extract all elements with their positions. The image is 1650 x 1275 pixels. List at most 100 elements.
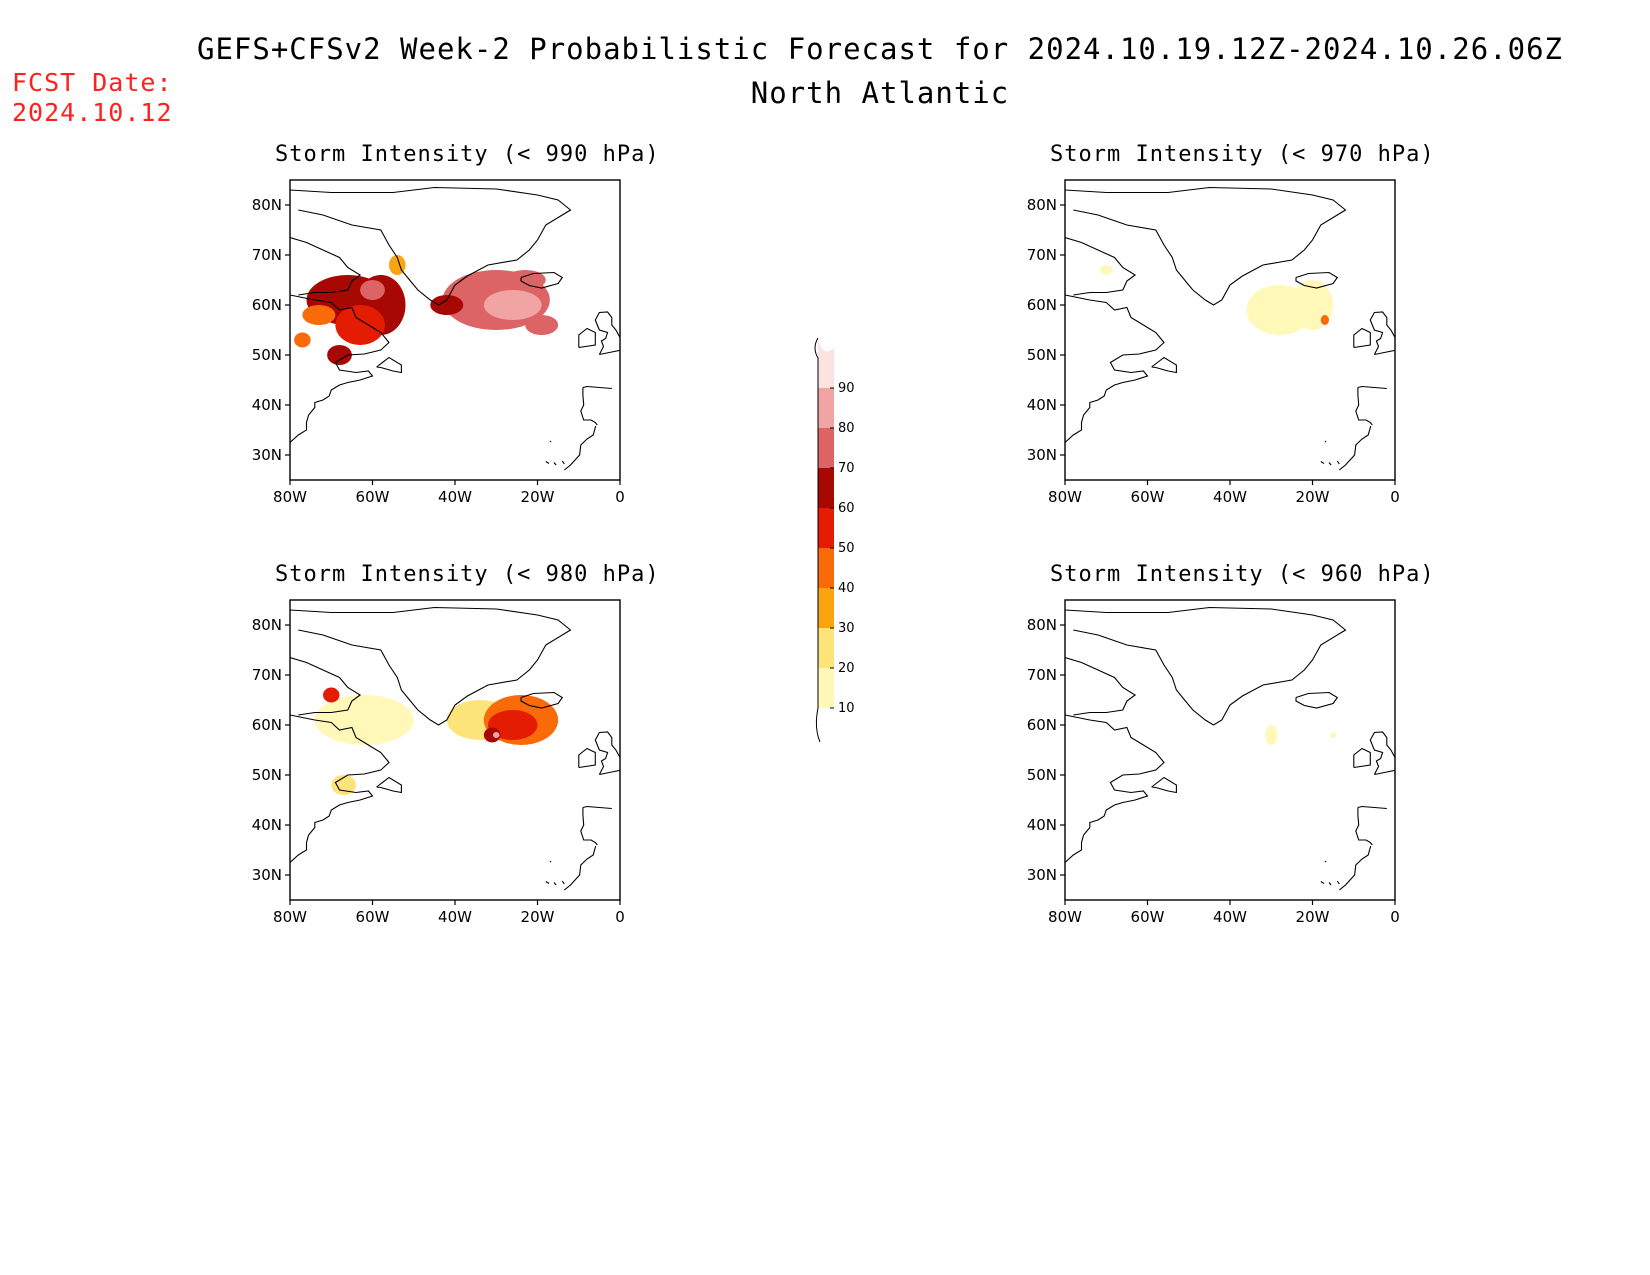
coastline [545,461,550,464]
colorbar-label: 20 [838,661,855,676]
lat-tick-label: 40N [1027,816,1057,834]
lat-tick-label: 30N [252,866,282,884]
lon-tick-label: 20W [1296,488,1330,506]
coastline [1415,720,1424,735]
probability-region [1330,732,1337,738]
coastline [1369,311,1395,356]
coastline [1065,656,1137,716]
map-panel-990: Storm Intensity (< 990 hPa) 80N 70N 60N 50N… [235,142,659,522]
map-frame [1064,179,1396,481]
probability-region [302,305,336,325]
lat-tick-label: 60N [252,296,282,314]
probability-region [331,775,356,795]
probability-region [1265,725,1278,745]
forecast-date-value: 2024.10.12 [12,98,173,127]
lat-tick-label: 70N [252,246,282,264]
coastline [553,462,557,466]
colorbar-swatch [818,388,834,428]
coastline [348,513,350,514]
coastline [578,327,596,349]
map-frame [1064,599,1396,901]
map-980: 80N 70N 60N 50N 40N 30N 80W 60W 40W 20W 0 [252,599,625,926]
forecast-date-label: FCST Date: [12,68,173,97]
coastline [1065,714,1165,863]
coastline [1324,860,1327,863]
colorbar-label: 30 [838,621,855,636]
lat-tick-label: 80N [252,196,282,214]
coastline [1336,880,1340,885]
coastline [1357,805,1387,810]
coastline [1151,356,1177,374]
lat-tick-label: 60N [252,716,282,734]
coastline [549,860,552,863]
coastline-layer [1065,186,1424,514]
colorbar-swatch [818,668,834,708]
map-frame [289,599,621,901]
coastline [640,720,649,735]
map-panel-980: Storm Intensity (< 980 hPa) 80N 70N 60N 50N… [235,562,659,942]
lon-tick-label: 80W [1048,488,1082,506]
coastline [1355,387,1373,426]
lon-tick-label: 0 [1390,488,1400,506]
coastline [1338,425,1372,471]
lat-tick-label: 30N [1027,446,1057,464]
coastline [290,236,362,296]
lat-tick-label: 50N [252,346,282,364]
coastline [1065,294,1165,443]
coastline [1123,933,1125,934]
panel-title-960: Storm Intensity (< 960 hPa) [1050,562,1435,587]
probability-region [327,345,352,365]
lat-tick-label: 80N [252,616,282,634]
lat-tick-label: 70N [1027,666,1057,684]
colorbar-swatch [818,468,834,508]
coastline [376,356,402,374]
map-970: 80N 70N 60N 50N 40N 30N 80W 60W 40W 20W 0 [1027,179,1400,506]
lon-tick-label: 20W [1296,908,1330,926]
probability-region [504,270,546,290]
probability-region [430,295,464,315]
coastline-layer [290,186,620,514]
lat-tick-label: 30N [252,446,282,464]
lon-tick-label: 0 [615,908,625,926]
probability-region [294,332,311,348]
probability-region [314,695,414,745]
coastline [1295,271,1339,289]
colorbar-swatch [818,428,834,468]
colorbar-swatch [818,508,834,548]
coastline-layer [290,606,649,934]
probability-field [1100,265,1334,335]
probability-field [1265,725,1337,745]
lat-tick-label: 70N [252,666,282,684]
panel-title-970: Storm Intensity (< 970 hPa) [1050,142,1435,167]
coastline [1338,845,1372,891]
coastline [290,714,390,863]
coastline [594,311,620,356]
coastline [582,385,612,390]
probability-region [525,315,559,335]
coastline [580,387,598,426]
coastline [1320,881,1325,884]
colorbar-swatch [818,628,834,668]
coastline [1151,776,1177,794]
coastline [1123,513,1125,514]
lon-tick-label: 40W [1213,488,1247,506]
lat-tick-label: 50N [1027,766,1057,784]
probability-region [1320,315,1329,325]
lat-tick-label: 60N [1027,296,1057,314]
probability-region [483,727,501,743]
coastline [594,731,620,776]
coastline [545,881,550,884]
coastline [1336,460,1340,465]
coastline [1295,691,1339,709]
coastline [1328,882,1332,886]
lat-tick-label: 40N [252,816,282,834]
coastline [348,933,350,934]
coastline [1369,731,1395,776]
lon-tick-label: 60W [1131,488,1165,506]
coastline [1415,300,1424,315]
lon-tick-label: 80W [273,908,307,926]
coastline [1355,807,1373,846]
coastline [561,880,565,885]
coastline [376,776,402,794]
lon-tick-label: 40W [438,908,472,926]
